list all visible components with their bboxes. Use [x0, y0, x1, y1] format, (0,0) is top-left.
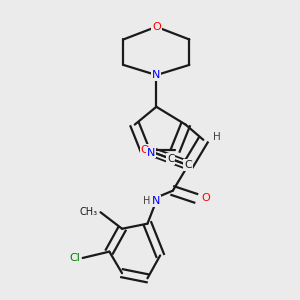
Text: N: N — [152, 70, 160, 80]
Text: C: C — [167, 154, 175, 164]
Text: H: H — [213, 132, 221, 142]
Text: O: O — [140, 145, 149, 155]
Text: CH₃: CH₃ — [80, 207, 98, 217]
Text: H: H — [142, 196, 150, 206]
Text: Cl: Cl — [69, 253, 80, 263]
Text: N: N — [147, 148, 155, 158]
Text: C: C — [184, 160, 192, 170]
Text: N: N — [152, 196, 160, 206]
Text: O: O — [152, 22, 161, 32]
Text: O: O — [202, 193, 210, 203]
